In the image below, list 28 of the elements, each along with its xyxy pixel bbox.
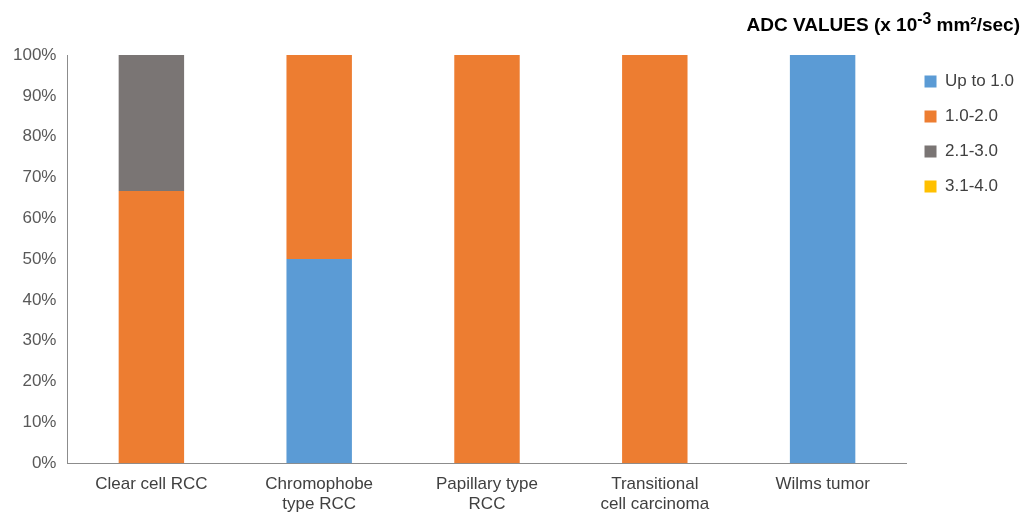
bar [118,190,185,464]
bar [454,55,520,464]
y-tick-label: 30% [22,330,57,350]
y-tick-label: 100% [13,44,57,64]
y-tick-label: 90% [22,85,57,105]
x-tick-label: Transitional cell carcinoma [600,474,710,514]
y-tick-label: 70% [22,167,57,187]
y-tick-label: 10% [22,412,57,432]
chart-title: ADC VALUES (x 10$^{-3}$ mm²/sec) [746,10,1020,37]
legend-label: Up to 1.0 [945,71,1015,91]
legend-label: 2.1-3.0 [945,141,998,161]
x-tick-label: Wilms tumor [775,474,871,494]
y-tick-label: 20% [22,371,57,391]
y-tick-label: 80% [22,126,57,146]
x-tick-label: Clear cell RCC [95,474,208,494]
y-tick-label: 0% [31,452,57,472]
y-tick-label: 40% [22,289,57,309]
bar [118,55,185,191]
legend-label: 3.1-4.0 [945,176,998,196]
legend-label: 1.0-2.0 [945,106,998,126]
y-tick-label: 50% [22,248,57,268]
x-tick-label: Chromophobe type RCC [265,474,374,514]
bar [622,55,688,464]
x-tick-label: Papillary type RCC [435,474,539,514]
y-tick-label: 60% [22,207,57,227]
bar [789,55,856,464]
bar [286,55,352,260]
bar [286,259,352,464]
